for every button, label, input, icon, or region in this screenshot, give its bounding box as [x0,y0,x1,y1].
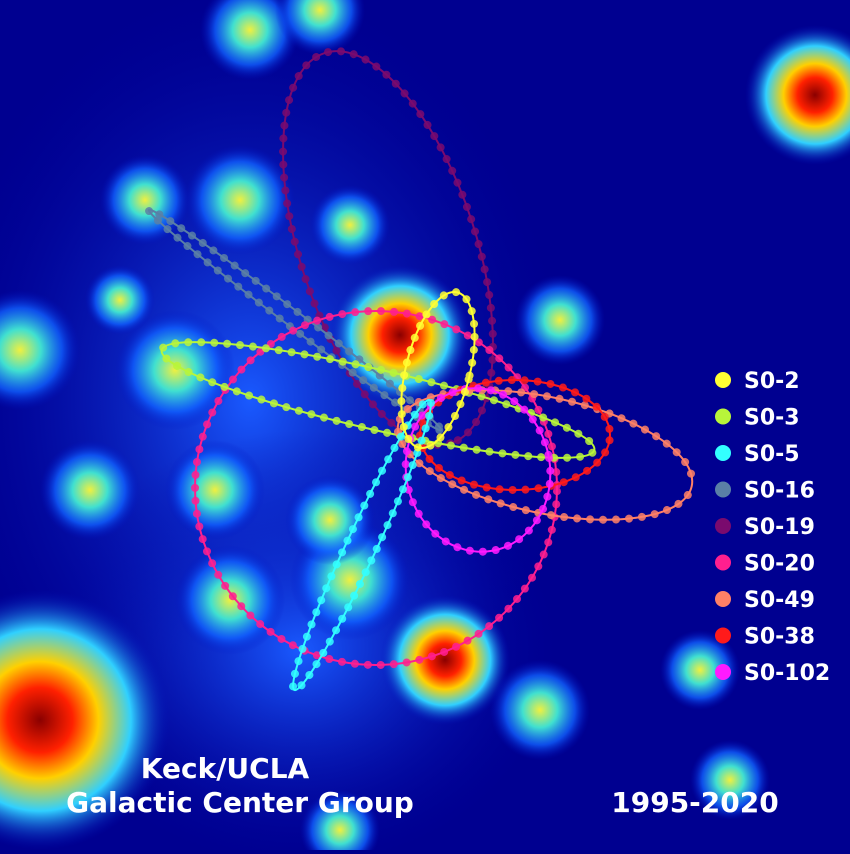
orbit-group [416,376,614,494]
orbit-group [289,395,435,695]
orbit-group [393,386,697,524]
legend-marker [715,445,731,461]
orbits [144,47,697,695]
legend-marker [715,664,731,680]
orbit-group [191,307,561,669]
orbit-points [157,338,599,462]
orbit-points [191,307,561,669]
legend-label: S0-49 [744,588,815,613]
legend-marker [715,518,731,534]
legend-label: S0-20 [744,552,815,577]
legend-marker [715,554,731,571]
orbit-points [416,376,614,494]
legend-label: S0-16 [744,479,815,504]
legend: S0-2 S0-3 S0-5 S0-16 S0-19 S0-20 S0-49 S0-38 S0-… [715,369,830,686]
orbit-group [397,287,479,453]
legend-label: S0-102 [744,661,830,686]
legend-label: S0-19 [744,515,815,540]
legend-marker [715,408,731,425]
years: 1995-2020 [611,786,778,819]
orbit-points [144,205,446,435]
legend-marker [715,372,731,388]
legend-label: S0-2 [744,369,800,394]
orbit-points [289,395,435,695]
legend-label: S0-38 [744,625,815,650]
caption-line: Galactic Center Group [66,786,414,819]
orbit-group [144,205,446,435]
orbit-group [157,338,599,462]
orbit-points [397,287,479,453]
legend-label: S0-5 [744,442,800,467]
legend-marker [715,627,731,644]
legend-label: S0-3 [744,406,800,431]
orbit-points [393,386,697,524]
caption-line: Keck/UCLA [141,752,310,785]
legend-marker [715,591,731,607]
legend-marker [715,481,731,498]
